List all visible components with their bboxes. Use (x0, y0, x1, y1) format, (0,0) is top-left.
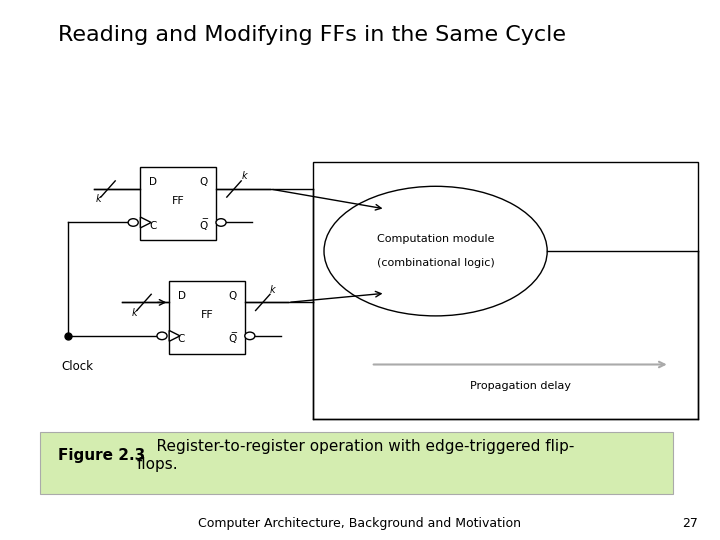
Text: k: k (96, 194, 102, 205)
Bar (140, 167, 216, 240)
Text: Register-to-register operation with edge-triggered flip-
flops.: Register-to-register operation with edge… (137, 440, 574, 472)
Bar (169, 281, 245, 354)
Text: (combinational logic): (combinational logic) (377, 258, 495, 268)
Text: Propagation delay: Propagation delay (469, 381, 571, 391)
Text: Q: Q (199, 177, 207, 187)
Bar (313, 162, 698, 418)
Text: Reading and Modifying FFs in the Same Cycle: Reading and Modifying FFs in the Same Cy… (58, 25, 566, 45)
Text: k: k (270, 285, 276, 295)
Circle shape (216, 219, 226, 226)
Polygon shape (169, 330, 180, 341)
Ellipse shape (324, 186, 547, 316)
Text: 27: 27 (683, 517, 698, 530)
Text: FF: FF (201, 309, 213, 320)
Circle shape (157, 332, 167, 340)
Polygon shape (140, 217, 151, 228)
Text: C: C (178, 334, 185, 344)
Text: Computation module: Computation module (377, 234, 495, 244)
FancyBboxPatch shape (40, 432, 673, 494)
Text: FF: FF (172, 196, 184, 206)
Text: Q: Q (199, 220, 207, 231)
Text: k: k (132, 308, 138, 318)
Text: Figure 2.3: Figure 2.3 (58, 448, 145, 463)
Circle shape (128, 219, 138, 226)
Text: Q: Q (228, 334, 236, 344)
Text: Q: Q (228, 291, 236, 301)
Text: Clock: Clock (61, 360, 93, 373)
Text: D: D (149, 177, 157, 187)
Text: k: k (241, 171, 247, 181)
Text: C: C (149, 220, 156, 231)
Text: Computer Architecture, Background and Motivation: Computer Architecture, Background and Mo… (199, 517, 521, 530)
Circle shape (245, 332, 255, 340)
Text: D: D (178, 291, 186, 301)
